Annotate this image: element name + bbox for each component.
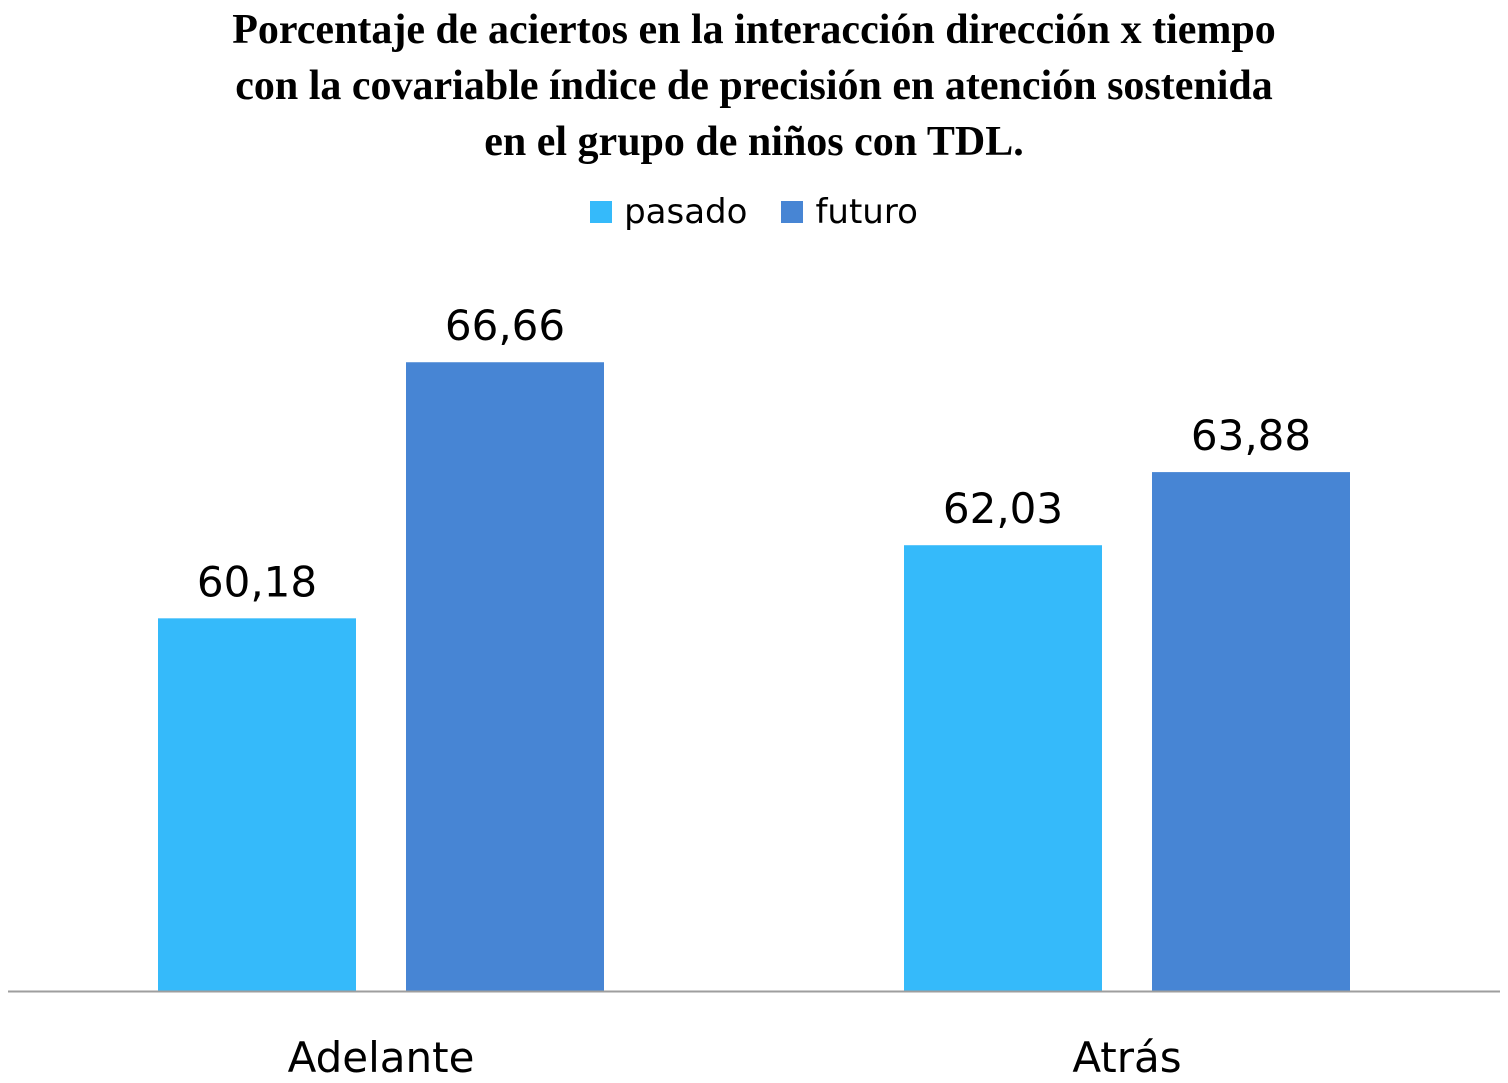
- legend-label-pasado: pasado: [624, 192, 748, 232]
- legend-item-futuro: futuro: [781, 192, 918, 232]
- chart-title: Porcentaje de aciertos en la interacción…: [0, 2, 1508, 170]
- bar-futuro-adelante: [406, 362, 604, 991]
- legend-item-pasado: pasado: [590, 192, 747, 232]
- legend-swatch-futuro: [781, 201, 804, 223]
- data-label-futuro-adelante: 66,66: [445, 301, 565, 350]
- bar-pasado-atr-s: [904, 545, 1102, 991]
- chart-title-line-2: con la covariable índice de precisión en…: [235, 63, 1273, 109]
- legend-swatch-pasado: [590, 201, 613, 223]
- chart-title-line-1: Porcentaje de aciertos en la interacción…: [232, 7, 1276, 53]
- data-label-futuro-atr-s: 63,88: [1191, 411, 1311, 460]
- chart-title-line-3: en el grupo de niños con TDL.: [484, 119, 1024, 165]
- category-label-0: Adelante: [288, 1033, 475, 1082]
- data-label-pasado-adelante: 60,18: [197, 557, 317, 606]
- bar-futuro-atr-s: [1152, 472, 1350, 991]
- chart-legend: pasado futuro: [0, 192, 1508, 232]
- category-label-1: Atrás: [1072, 1033, 1181, 1082]
- data-label-pasado-atr-s: 62,03: [943, 484, 1063, 533]
- bar-pasado-adelante: [158, 618, 356, 991]
- legend-label-futuro: futuro: [815, 192, 918, 232]
